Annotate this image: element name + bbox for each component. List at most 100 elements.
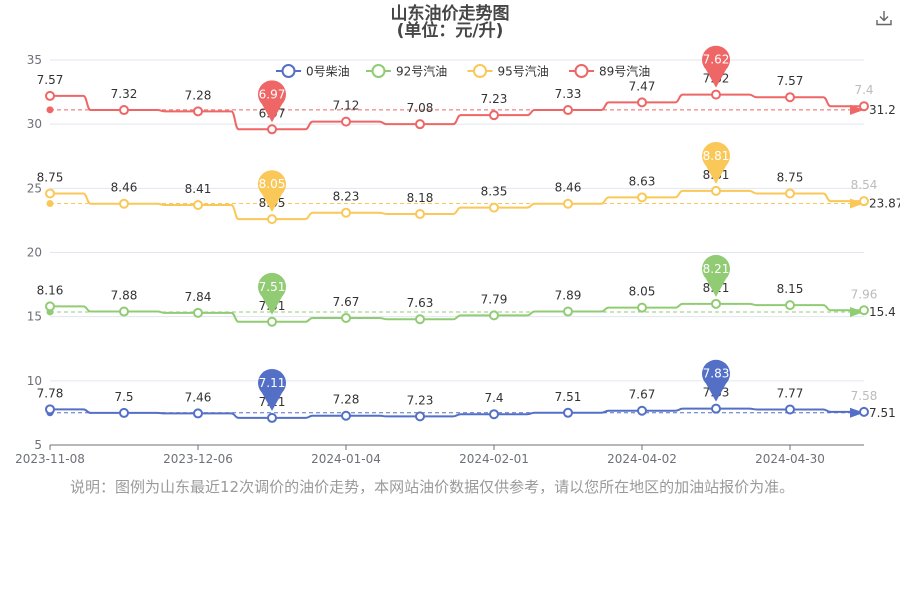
legend-item[interactable]: 92号汽油 <box>366 64 447 79</box>
average-label: 23.87 <box>869 197 900 211</box>
data-label: 8.05 <box>629 285 656 299</box>
pin-label: 7.51 <box>259 280 286 294</box>
data-point <box>711 298 721 309</box>
legend-label: 95号汽油 <box>498 64 549 79</box>
x-tick-label: 2023-11-08 <box>15 452 85 466</box>
average-label: 15.4 <box>869 305 896 319</box>
pin-label: 7.62 <box>703 53 730 67</box>
data-label: 7.23 <box>407 393 434 407</box>
data-point <box>119 407 129 418</box>
data-label: 7.78 <box>37 386 64 400</box>
legend-item[interactable]: 89号汽油 <box>569 64 650 79</box>
data-point <box>415 411 425 422</box>
data-label: 8.46 <box>555 181 582 195</box>
legend-swatch-marker <box>281 64 296 78</box>
pin-label: 8.21 <box>703 262 730 276</box>
data-point <box>489 202 499 213</box>
data-point <box>193 200 203 211</box>
data-label: 8.35 <box>481 185 508 199</box>
average-arrow <box>850 104 864 115</box>
y-tick-label: 25 <box>27 181 42 195</box>
min-pin: 7.51 <box>258 272 286 315</box>
data-label: 7.57 <box>777 74 804 88</box>
data-point <box>341 207 351 218</box>
data-point <box>489 110 499 121</box>
data-label: 8.16 <box>37 283 64 297</box>
data-label: 7.4 <box>854 83 873 97</box>
data-label: 8.23 <box>333 190 360 204</box>
data-point <box>193 106 203 117</box>
data-label: 7.12 <box>333 99 360 113</box>
data-point <box>489 409 499 420</box>
x-tick-label: 2024-02-01 <box>459 452 529 466</box>
extreme-pins: 7.83 7.11 8.21 7.51 8.81 8.05 7.62 6.97 <box>258 45 731 411</box>
legend-label: 89号汽油 <box>599 64 650 79</box>
legend-label: 0号柴油 <box>306 65 350 79</box>
legend-label: 92号汽油 <box>396 64 447 79</box>
y-tick-label: 5 <box>34 438 42 452</box>
pin-label: 7.83 <box>703 367 730 381</box>
pin-label: 8.05 <box>259 177 286 191</box>
legend-swatch-marker <box>473 64 487 78</box>
pin-shape <box>258 369 286 411</box>
min-pin: 6.97 <box>258 80 286 123</box>
data-point <box>415 209 425 219</box>
pin-shape <box>258 80 286 123</box>
data-point <box>341 116 351 127</box>
data-point <box>563 198 573 209</box>
data-point <box>45 404 55 415</box>
data-label: 7.58 <box>851 389 878 403</box>
data-point <box>563 407 573 418</box>
pin-shape <box>702 359 731 402</box>
pin-shape <box>702 254 731 297</box>
legend-item[interactable]: 0号柴油 <box>276 64 350 79</box>
max-pin: 7.62 <box>702 45 731 88</box>
legend[interactable]: 0号柴油 92号汽油 95号汽油 89号汽油 <box>276 64 650 79</box>
data-label: 7.33 <box>555 87 582 101</box>
chart-title: 山东油价走势图 <box>390 4 510 24</box>
data-point <box>637 192 647 203</box>
pin-shape <box>258 272 286 315</box>
pin-label: 7.11 <box>259 376 286 390</box>
data-label: 7.57 <box>37 73 64 87</box>
data-point <box>267 316 277 327</box>
data-point <box>267 412 277 423</box>
data-label: 7.79 <box>481 292 508 306</box>
data-label: 7.28 <box>333 393 360 407</box>
data-label: 7.47 <box>629 79 656 93</box>
data-label: 7.4 <box>484 391 503 405</box>
legend-item[interactable]: 95号汽油 <box>467 64 549 79</box>
data-label: 7.88 <box>111 289 138 303</box>
data-point <box>785 92 795 103</box>
data-label: 7.28 <box>185 88 212 102</box>
data-label: 7.96 <box>851 287 878 301</box>
data-label: 8.41 <box>185 182 212 196</box>
data-point <box>119 306 129 317</box>
data-point <box>563 105 573 116</box>
axes: 5 10 15 20 25 30 35 2023-11-08 2023-12-06 2024-01… <box>15 53 864 466</box>
average-label: 7.51 <box>869 406 896 420</box>
y-tick-label: 35 <box>27 53 42 67</box>
pin-label: 6.97 <box>259 87 286 101</box>
x-tick-label: 2023-12-06 <box>163 452 233 466</box>
pin-shape <box>702 141 731 184</box>
pin-shape <box>258 170 286 213</box>
pin-label: 8.81 <box>703 149 730 163</box>
data-point <box>415 314 425 325</box>
average-start-dot <box>46 106 54 114</box>
data-point <box>45 301 55 312</box>
data-label: 7.63 <box>407 296 434 310</box>
download-icon[interactable] <box>874 8 894 28</box>
y-tick-label: 20 <box>27 246 42 260</box>
data-labels: 7.78 7.5 7.46 7.11 7.28 7.23 7.4 7.51 7.67 7.83 7.… <box>37 72 878 409</box>
data-label: 7.84 <box>185 290 212 304</box>
max-pin: 8.21 <box>702 254 731 297</box>
data-label: 7.08 <box>407 101 434 115</box>
data-label: 7.89 <box>555 289 582 303</box>
series-line <box>50 302 864 323</box>
data-label: 7.23 <box>481 92 508 106</box>
data-point <box>859 305 869 316</box>
data-point <box>711 403 721 414</box>
data-point <box>785 188 795 199</box>
data-point <box>711 89 721 100</box>
